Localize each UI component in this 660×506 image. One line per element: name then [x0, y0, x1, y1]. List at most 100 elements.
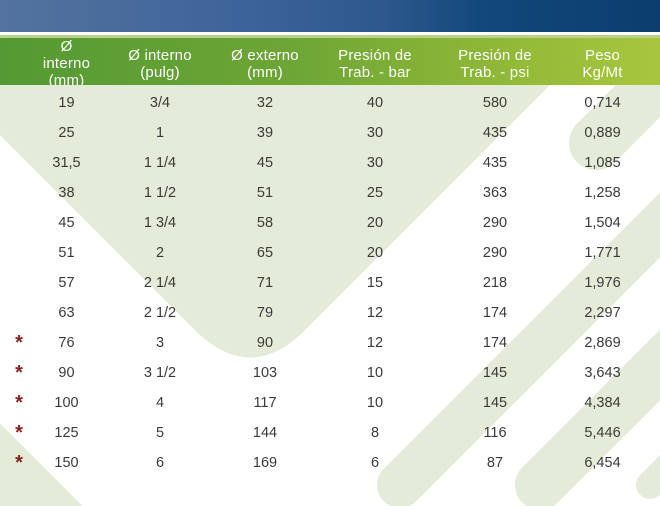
cell-presion-psi: 174: [482, 335, 508, 351]
cell-interno-pulg: 1 1/4: [143, 155, 177, 171]
cell-interno-mm: 45: [58, 215, 75, 231]
table-row: 51 2 65 20 290 1,771: [0, 238, 660, 268]
cell-interno-pulg: 6: [155, 455, 165, 471]
cell-presion-bar: 25: [366, 185, 384, 201]
table-body: 19 3/4 32 40 580 0,714 25 1 39 30 435 0,…: [0, 88, 660, 478]
banner-separator-white: [0, 32, 660, 35]
table-header-row: Ø interno (mm) Ø interno (pulg) Ø extern…: [0, 38, 660, 89]
cell-interno-mm: 31,5: [52, 155, 81, 171]
row-asterisk-marker: *: [15, 362, 23, 384]
cell-externo-mm: 169: [252, 455, 278, 471]
row-asterisk-marker: [0, 238, 38, 268]
cell-interno-mm: 25: [58, 125, 75, 141]
header-col-presion-psi: Presión de Trab. - psi: [445, 47, 545, 81]
cell-externo-mm: 144: [252, 425, 278, 441]
row-asterisk-marker: [0, 268, 38, 298]
header-line1: Ø interno: [42, 38, 91, 72]
table-row: 19 3/4 32 40 580 0,714: [0, 88, 660, 118]
cell-interno-pulg: 4: [155, 395, 165, 411]
header-col-interno-mm: Ø interno (mm): [38, 38, 95, 89]
cell-interno-pulg: 2 1/4: [143, 275, 177, 291]
cell-interno-pulg: 1 1/2: [143, 185, 177, 201]
cell-presion-bar: 20: [366, 215, 384, 231]
header-line1: Ø interno: [128, 46, 192, 64]
cell-peso: 6,454: [584, 455, 621, 471]
cell-externo-mm: 79: [256, 305, 274, 321]
header-line2: Trab. - psi: [460, 63, 530, 81]
header-col-presion-bar: Presión de Trab. - bar: [305, 47, 445, 81]
cell-interno-pulg: 1 3/4: [143, 215, 177, 231]
header-line2: (pulg): [140, 63, 180, 81]
table-row: 38 1 1/2 51 25 363 1,258: [0, 178, 660, 208]
cell-interno-mm: 51: [58, 245, 75, 261]
header-line1: Presión de: [458, 46, 532, 64]
cell-externo-mm: 58: [256, 215, 274, 231]
cell-presion-bar: 8: [370, 425, 380, 441]
cell-presion-psi: 145: [482, 395, 508, 411]
cell-externo-mm: 51: [256, 185, 274, 201]
cell-interno-mm: 57: [58, 275, 75, 291]
chevron-background: [0, 85, 660, 506]
cell-interno-pulg: 3 1/2: [143, 365, 177, 381]
header-line1: Presión de: [338, 46, 412, 64]
table-row: * 100 4 117 10 145 4,384: [0, 388, 660, 418]
cell-presion-bar: 12: [366, 335, 384, 351]
header-col-peso: Peso Kg/Mt: [545, 47, 660, 81]
cell-externo-mm: 90: [256, 335, 274, 351]
cell-presion-psi: 145: [482, 365, 508, 381]
cell-peso: 2,869: [584, 335, 621, 351]
table-row: 25 1 39 30 435 0,889: [0, 118, 660, 148]
cell-peso: 1,085: [584, 155, 621, 171]
cell-interno-mm: 150: [54, 455, 79, 471]
table-row: 63 2 1/2 79 12 174 2,297: [0, 298, 660, 328]
cell-presion-bar: 30: [366, 125, 384, 141]
cell-interno-pulg: 5: [155, 425, 165, 441]
header-line2: (mm): [247, 63, 283, 81]
top-blue-banner: [0, 0, 660, 32]
cell-presion-psi: 435: [482, 155, 508, 171]
cell-externo-mm: 32: [256, 95, 274, 111]
header-line1: Ø externo: [231, 46, 299, 64]
table-row: 31,5 1 1/4 45 30 435 1,085: [0, 148, 660, 178]
table-row: * 90 3 1/2 103 10 145 3,643: [0, 358, 660, 388]
table-row: * 125 5 144 8 116 5,446: [0, 418, 660, 448]
table-row: * 76 3 90 12 174 2,869: [0, 328, 660, 358]
cell-peso: 0,889: [584, 125, 621, 141]
cell-externo-mm: 39: [256, 125, 274, 141]
row-asterisk-marker: *: [15, 332, 23, 354]
row-asterisk-marker: *: [15, 452, 23, 474]
cell-externo-mm: 103: [252, 365, 278, 381]
header-col-externo-mm: Ø externo (mm): [225, 47, 305, 81]
header-line1: Peso: [585, 46, 620, 64]
cell-interno-mm: 125: [54, 425, 79, 441]
cell-peso: 1,771: [584, 245, 621, 261]
banner-separator-green: [0, 35, 660, 38]
cell-presion-bar: 20: [366, 245, 384, 261]
row-asterisk-marker: [0, 118, 38, 148]
table-row: 45 1 3/4 58 20 290 1,504: [0, 208, 660, 238]
table-row: 57 2 1/4 71 15 218 1,976: [0, 268, 660, 298]
cell-presion-psi: 218: [482, 275, 508, 291]
cell-interno-mm: 63: [58, 305, 75, 321]
cell-peso: 4,384: [584, 395, 621, 411]
cell-interno-pulg: 3/4: [149, 95, 171, 111]
cell-presion-psi: 174: [482, 305, 508, 321]
table-header-band: Ø interno (mm) Ø interno (pulg) Ø extern…: [0, 38, 660, 89]
cell-interno-pulg: 2: [155, 245, 165, 261]
cell-peso: 3,643: [584, 365, 621, 381]
cell-presion-bar: 30: [366, 155, 384, 171]
header-line2: Kg/Mt: [582, 63, 623, 81]
cell-interno-mm: 90: [58, 365, 75, 381]
cell-presion-psi: 363: [482, 185, 508, 201]
cell-presion-psi: 87: [486, 455, 504, 471]
header-line2: Trab. - bar: [339, 63, 411, 81]
cell-presion-bar: 10: [366, 365, 384, 381]
cell-externo-mm: 71: [256, 275, 274, 291]
cell-presion-psi: 290: [482, 215, 508, 231]
cell-presion-bar: 10: [366, 395, 384, 411]
cell-interno-pulg: 3: [155, 335, 165, 351]
cell-externo-mm: 117: [253, 395, 277, 411]
cell-externo-mm: 45: [256, 155, 274, 171]
cell-peso: 1,504: [584, 215, 621, 231]
